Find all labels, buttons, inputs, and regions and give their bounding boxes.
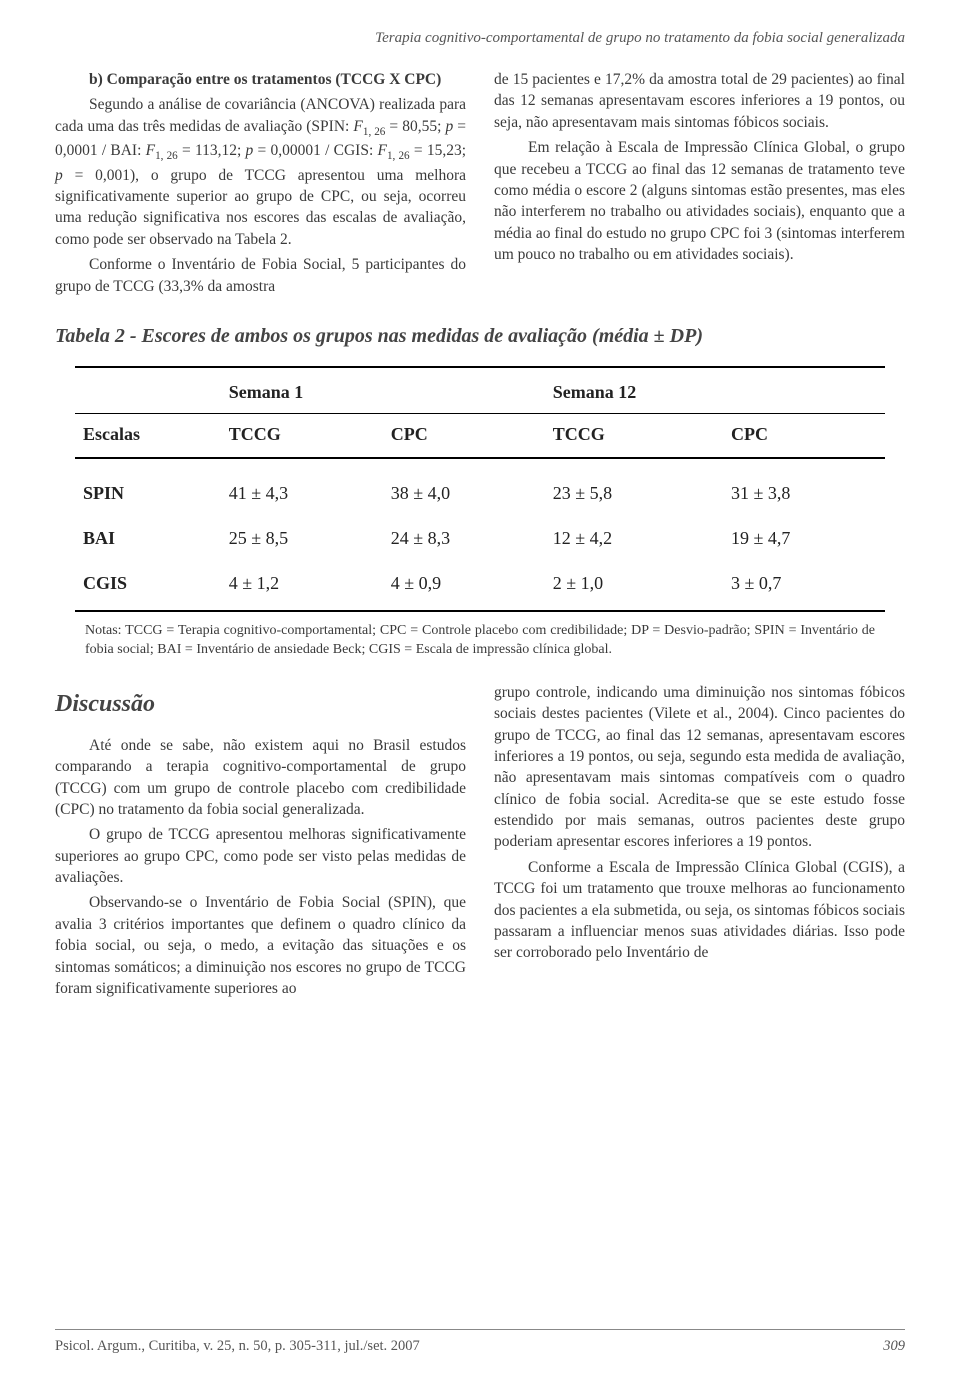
top-right-p1: de 15 pacientes e 17,2% da amostra total… [494,69,905,133]
sub-h4: CPC [723,413,885,458]
f3: F [377,142,386,159]
sub-h1: TCCG [221,413,383,458]
row2-c2: 2 ± 1,0 [545,561,723,611]
f1: F [353,118,362,135]
table-sub-row: Escalas TCCG CPC TCCG CPC [75,413,885,458]
row0-c3: 31 ± 3,8 [723,458,885,516]
row0-c1: 38 ± 4,0 [383,458,545,516]
group-h1: Semana 1 [221,367,383,414]
group-h0 [75,367,221,414]
table-wrapper: Semana 1 Semana 12 Escalas TCCG CPC TCCG… [75,366,885,612]
row1-c3: 19 ± 4,7 [723,516,885,561]
group-h4 [723,367,885,414]
disc-right-p2: Conforme a Escala de Impressão Clínica G… [494,857,905,964]
f2: F [146,142,155,159]
page-number: 309 [883,1338,905,1355]
p1c: = 0,00001 / CGIS: [253,142,377,159]
top-right-column: de 15 pacientes e 17,2% da amostra total… [494,69,905,301]
f2eq: = 113,12; [178,142,246,159]
heading-b: b) Comparação entre os tratamentos (TCCG… [55,69,441,90]
row0-c2: 23 ± 5,8 [545,458,723,516]
row1-label: BAI [75,516,221,561]
top-right-p2: Em relação à Escala de Impressão Clínica… [494,137,905,265]
row1-c2: 12 ± 4,2 [545,516,723,561]
row2-label: CGIS [75,561,221,611]
disc-left-p1: Até onde se sabe, não existem aqui no Br… [55,735,466,821]
group-h2 [383,367,545,414]
discussion-right: grupo controle, indicando uma diminuição… [494,682,905,1004]
row2-c1: 4 ± 0,9 [383,561,545,611]
f1sub: 1, 26 [363,126,386,138]
discussion-heading: Discussão [55,688,466,721]
disc-left-p3: Observando-se o Inventário de Fobia Soci… [55,892,466,999]
top-left-p2: Conforme o Inventário de Fobia Social, 5… [55,254,466,297]
f1eq: = 80,55; [385,118,445,135]
disc-right-p1: grupo controle, indicando uma diminuição… [494,682,905,853]
table-group-row: Semana 1 Semana 12 [75,367,885,414]
page-footer: Psicol. Argum., Curitiba, v. 25, n. 50, … [55,1329,905,1355]
table-2: Semana 1 Semana 12 Escalas TCCG CPC TCCG… [75,366,885,612]
table-row: CGIS 4 ± 1,2 4 ± 0,9 2 ± 1,0 3 ± 0,7 [75,561,885,611]
footer-citation: Psicol. Argum., Curitiba, v. 25, n. 50, … [55,1338,420,1355]
table-notes: Notas: TCCG = Terapia cognitivo-comporta… [85,622,875,660]
running-head: Terapia cognitivo-comportamental de grup… [55,30,905,47]
sub-h0: Escalas [75,413,221,458]
row1-c0: 25 ± 8,5 [221,516,383,561]
top-columns: b) Comparação entre os tratamentos (TCCG… [55,69,905,301]
group-h3: Semana 12 [545,367,723,414]
row2-c3: 3 ± 0,7 [723,561,885,611]
discussion-left: Discussão Até onde se sabe, não existem … [55,682,466,1004]
discussion-columns: Discussão Até onde se sabe, não existem … [55,682,905,1004]
row1-c1: 24 ± 8,3 [383,516,545,561]
table-title: Tabela 2 - Escores de ambos os grupos na… [55,325,905,348]
table-row: SPIN 41 ± 4,3 38 ± 4,0 23 ± 5,8 31 ± 3,8 [75,458,885,516]
row0-c0: 41 ± 4,3 [221,458,383,516]
table-row: BAI 25 ± 8,5 24 ± 8,3 12 ± 4,2 19 ± 4,7 [75,516,885,561]
pItal3: p [55,167,63,184]
p1d: = 0,001), o grupo de TCCG apresentou uma… [55,167,466,248]
top-left-column: b) Comparação entre os tratamentos (TCCG… [55,69,466,301]
f2sub: 1, 26 [155,150,178,162]
row2-c0: 4 ± 1,2 [221,561,383,611]
row0-label: SPIN [75,458,221,516]
section-b-heading: b) Comparação entre os tratamentos (TCCG… [55,69,466,90]
top-left-p1: Segundo a análise de covariância (ANCOVA… [55,94,466,250]
f3eq: = 15,23; [410,142,466,159]
f3sub: 1, 26 [387,150,410,162]
disc-left-p2: O grupo de TCCG apresentou melhoras sign… [55,824,466,888]
sub-h2: CPC [383,413,545,458]
sub-h3: TCCG [545,413,723,458]
